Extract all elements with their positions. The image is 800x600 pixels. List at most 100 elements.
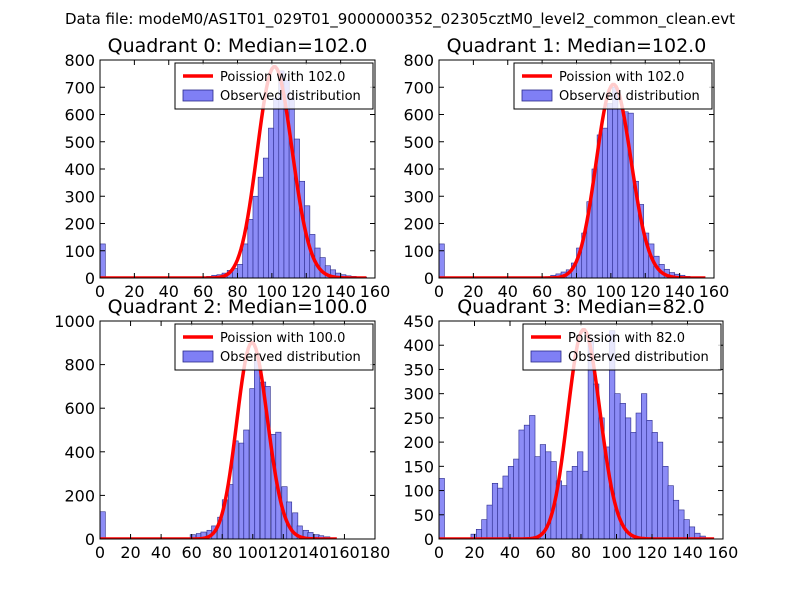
panel-title: Quadrant 1: Median=102.0	[447, 35, 707, 57]
histogram-bar	[264, 386, 271, 539]
histogram-bar	[534, 456, 541, 539]
x-tick-label: 120	[637, 543, 668, 562]
x-tick-label: 100	[238, 543, 269, 562]
y-tick-label: 450	[403, 312, 434, 331]
x-tick-label: 120	[268, 543, 299, 562]
panel-title: Quadrant 3: Median=82.0	[457, 296, 705, 318]
y-tick-label: 500	[64, 133, 95, 152]
histogram-bar	[242, 243, 249, 278]
quadrant-panel-1: Quadrant 1: Median=102.00 20 40 60 80 100 120 1…	[403, 35, 729, 301]
histogram-bar	[678, 509, 685, 539]
x-tick-label: 100	[601, 543, 632, 562]
x-tick-label: 140	[664, 282, 695, 301]
panel-title: Quadrant 0: Median=102.0	[108, 35, 368, 57]
histogram-bar	[243, 429, 250, 539]
legend-label-poisson: Poission with 102.0	[559, 70, 684, 85]
x-tick-label: 20	[464, 543, 484, 562]
histogram-bar	[481, 519, 488, 539]
figure-title: Data file: modeM0/AS1T01_029T01_90000003…	[65, 10, 735, 29]
histogram-bar	[262, 157, 269, 278]
y-tick-label: 600	[64, 106, 95, 125]
histogram-bar	[612, 86, 619, 278]
y-tick-label: 800	[64, 356, 95, 375]
y-tick-label: 0	[424, 269, 434, 288]
poisson-curve	[439, 82, 706, 278]
histogram-bar	[566, 470, 573, 539]
legend-label-observed: Observed distribution	[220, 350, 361, 365]
histogram-bar	[237, 264, 244, 278]
y-tick-label: 100	[403, 242, 434, 261]
x-tick-label: 80	[212, 543, 232, 562]
histogram-bar	[200, 531, 207, 539]
y-tick-label: 0	[424, 530, 434, 549]
histogram-bar	[667, 485, 674, 539]
x-tick-label: 160	[360, 282, 391, 301]
y-tick-label: 200	[64, 215, 95, 234]
legend-label-poisson: Poission with 100.0	[220, 331, 345, 346]
y-tick-label: 1000	[54, 312, 95, 331]
y-tick-label: 250	[403, 409, 434, 428]
y-tick-label: 400	[64, 160, 95, 179]
histogram-bar	[601, 127, 608, 278]
histogram-bar	[630, 432, 637, 539]
x-tick-label: 0	[95, 282, 105, 301]
histogram-bar	[577, 451, 584, 539]
x-tick-label: 60	[535, 543, 555, 562]
x-tick-label: 140	[672, 543, 703, 562]
quadrant-panel-3: Quadrant 3: Median=82.0 0 20 40 60 80 100 120 14…	[403, 296, 738, 562]
y-tick-label: 100	[403, 482, 434, 501]
histogram-bar	[657, 441, 664, 539]
x-tick-label: 40	[159, 282, 179, 301]
y-tick-label: 400	[403, 160, 434, 179]
y-tick-label: 200	[403, 433, 434, 452]
legend-bar-swatch	[521, 89, 553, 102]
histogram-bar	[497, 487, 504, 539]
histogram-bar	[513, 458, 520, 539]
histogram-bar	[507, 466, 515, 539]
histogram-bar	[571, 466, 578, 539]
legend-label-observed: Observed distribution	[220, 89, 361, 104]
y-tick-label: 100	[64, 242, 95, 261]
y-tick-label: 700	[403, 78, 434, 97]
legend-bar-swatch	[182, 350, 214, 363]
histogram-bar	[561, 485, 568, 539]
histogram-bar	[307, 532, 314, 539]
histogram-bar	[486, 504, 493, 539]
x-tick-label: 100	[257, 282, 288, 301]
y-tick-label: 300	[64, 187, 95, 206]
axes-frame	[99, 320, 376, 540]
histogram-bar	[688, 526, 696, 539]
x-tick-label: 40	[500, 543, 520, 562]
legend-label-observed: Observed distribution	[568, 350, 709, 365]
histogram-bar	[607, 103, 614, 278]
histogram-bar	[646, 420, 653, 539]
histogram-bar	[518, 429, 525, 539]
x-tick-label: 160	[329, 543, 360, 562]
histogram-bar	[662, 466, 669, 539]
y-tick-label: 500	[403, 133, 434, 152]
histogram-bar	[254, 359, 260, 539]
y-tick-label: 800	[403, 51, 434, 70]
y-tick-label: 350	[403, 360, 434, 379]
x-tick-label: 20	[463, 282, 483, 301]
y-tick-label: 200	[403, 215, 434, 234]
x-tick-label: 120	[630, 282, 661, 301]
legend: Poission with 100.0 Observed distribution	[174, 323, 374, 371]
x-tick-label: 60	[193, 282, 213, 301]
y-tick-label: 150	[403, 457, 434, 476]
histogram-bar	[625, 417, 632, 539]
y-tick-label: 50	[414, 506, 434, 525]
quadrant-panel-0: Quadrant 0: Median=102.00 20 40 60 80 100 120 1…	[64, 35, 390, 301]
legend: Poission with 102.0 Observed distribution	[174, 62, 374, 110]
histogram-bar	[100, 243, 106, 278]
x-tick-label: 160	[699, 282, 730, 301]
x-tick-label: 0	[434, 282, 444, 301]
quadrant-panels: Quadrant 0: Median=102.00 20 40 60 80 100 120 1…	[54, 35, 738, 562]
histogram-bar	[523, 424, 531, 539]
x-tick-label: 140	[325, 282, 356, 301]
histogram-bar	[273, 97, 280, 278]
y-tick-label: 400	[64, 443, 95, 462]
histogram-bar	[257, 176, 264, 278]
x-tick-label: 120	[291, 282, 322, 301]
